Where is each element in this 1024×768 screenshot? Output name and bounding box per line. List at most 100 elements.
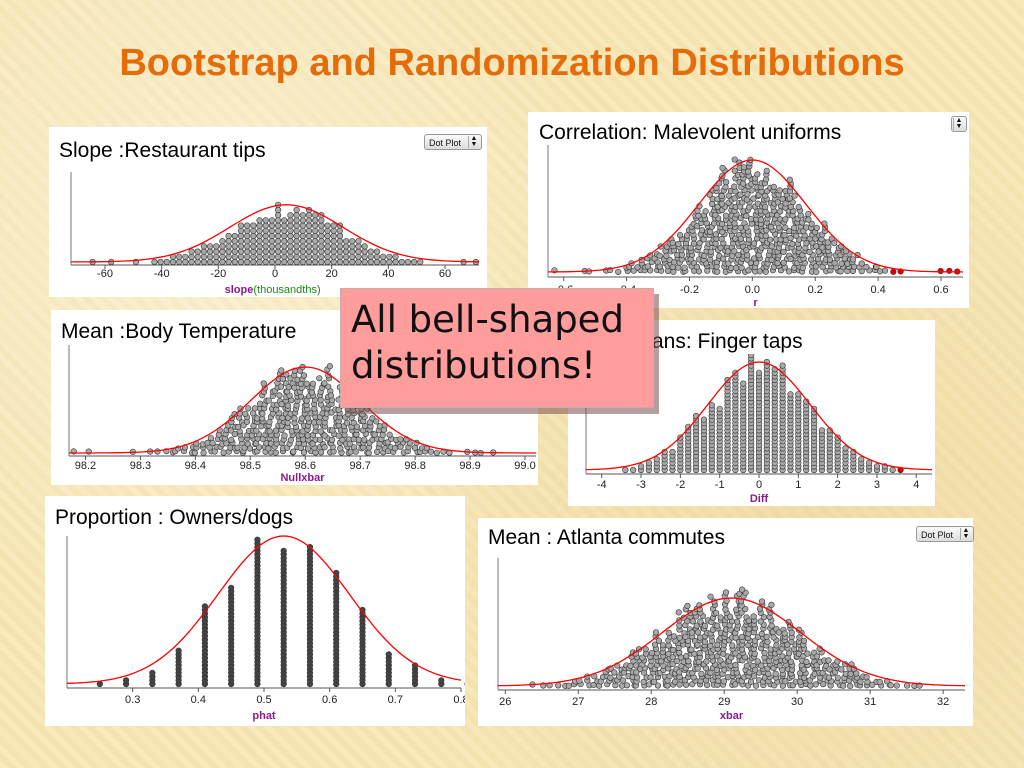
xbar-density-curve	[497, 597, 966, 687]
phat-tick-label: 0.4	[191, 694, 206, 706]
diff-dot	[842, 445, 849, 452]
xbar-dot	[834, 674, 841, 681]
slope-dot	[324, 238, 331, 245]
corr-dot	[693, 263, 700, 270]
corr-dot	[858, 260, 865, 267]
xbar-dot	[768, 601, 775, 608]
slope-dot	[392, 258, 399, 266]
slope-dot	[213, 248, 220, 255]
slope-dot	[293, 243, 300, 250]
bell-shaped-callout: All bell-shaped distributions!	[340, 288, 654, 408]
diff-tick-label: 0	[756, 479, 762, 491]
temp-dot	[304, 445, 312, 452]
temp-dot	[220, 449, 227, 456]
slope-dot	[293, 238, 300, 245]
corr-dot	[707, 256, 714, 263]
temp-dot	[277, 383, 285, 390]
dot-plot-button[interactable]: Dot Plot ▲ ▼	[424, 134, 482, 150]
slope-dot	[262, 243, 269, 250]
corr-dot	[819, 244, 826, 251]
slope-dot	[262, 248, 269, 255]
corr-dot	[656, 263, 663, 270]
slope-dot	[274, 212, 282, 219]
slope-dot	[157, 258, 164, 266]
xbar-dot	[825, 674, 832, 681]
xbar-dot	[904, 682, 911, 689]
slope-dot	[268, 248, 276, 255]
corr-dot	[719, 220, 726, 228]
temp-dot	[346, 440, 353, 447]
corr-dot	[719, 228, 726, 236]
xbar-dot	[682, 633, 689, 640]
temp-density-curve	[69, 366, 536, 454]
slope-dot	[355, 248, 362, 255]
dot-plot-button-label: Dot Plot	[429, 138, 462, 148]
corr-tick-label: 0.0	[745, 284, 760, 296]
slope-dot	[299, 248, 306, 255]
slope-dot	[274, 232, 282, 240]
diff-dot	[818, 427, 826, 434]
dot-plot-stepper[interactable]: ▲ ▼	[951, 116, 967, 132]
correlation-panel-title: Correlation: Malevolent uniforms	[535, 121, 846, 145]
xbar-dot	[651, 678, 658, 685]
slope-dot	[237, 253, 245, 260]
xbar-dot	[713, 666, 721, 673]
slope-tick-label: 40	[382, 268, 394, 280]
slope-dot	[287, 217, 294, 224]
slope-dot	[274, 253, 282, 260]
slope-dot	[299, 232, 306, 240]
body-temp-panel: 98.2 98.3 98.4 98.5 98.6 98.7 98.8 98.9 99.0 Null…	[51, 310, 538, 485]
xbar-dot	[751, 650, 758, 657]
slope-dot	[305, 222, 313, 229]
slope-dot	[324, 253, 331, 260]
xbar-dot	[754, 658, 761, 665]
diff-tick-label: -2	[675, 479, 685, 491]
xbar-dot	[745, 617, 752, 624]
slope-dot	[287, 227, 294, 234]
xbar-dot	[697, 618, 704, 625]
temp-dot	[291, 384, 298, 391]
slope-dot	[330, 232, 337, 240]
temp-dot	[223, 440, 230, 447]
diff-tick-label: -1	[715, 479, 725, 491]
temp-dot	[303, 380, 310, 387]
xbar-dot	[745, 626, 752, 633]
xbar-dot	[655, 637, 663, 644]
slope-dot	[312, 227, 319, 234]
dot-plot-button[interactable]: Dot Plot ▲ ▼	[916, 526, 974, 542]
corr-dot	[793, 232, 800, 239]
slope-dot	[392, 253, 399, 260]
slope-dot	[299, 238, 306, 245]
diff-tick-label: 1	[795, 479, 801, 491]
xbar-dot	[651, 641, 659, 648]
temp-dot	[379, 431, 386, 439]
slope-dot	[312, 258, 319, 266]
slope-dot	[244, 232, 251, 240]
xbar-dot	[820, 681, 827, 688]
slope-dot	[194, 258, 201, 266]
slope-dot	[231, 243, 238, 250]
corr-dot	[698, 227, 706, 234]
xbar-dot	[776, 662, 783, 669]
slope-x-label: slope	[225, 284, 254, 296]
slope-dot	[256, 232, 263, 240]
slope-tick-label: 60	[439, 268, 451, 280]
corr-dot	[725, 260, 732, 267]
xbar-dot	[772, 670, 779, 677]
xbar-dot	[689, 618, 696, 625]
corr-dot	[782, 216, 789, 223]
diff-dot	[740, 380, 747, 387]
corr-dot	[687, 244, 694, 251]
xbar-dot	[675, 609, 682, 616]
xbar-dot	[757, 618, 764, 625]
temp-x-label: Nullxbar	[280, 472, 325, 484]
temp-dot	[337, 445, 344, 452]
corr-dot	[723, 179, 730, 186]
xbar-dot	[863, 674, 870, 681]
temp-dot	[433, 449, 440, 456]
corr-dot	[712, 211, 719, 219]
corr-dot	[731, 248, 738, 255]
temp-dot	[316, 436, 324, 443]
corr-dot	[806, 248, 813, 256]
slope-dot	[225, 248, 232, 255]
